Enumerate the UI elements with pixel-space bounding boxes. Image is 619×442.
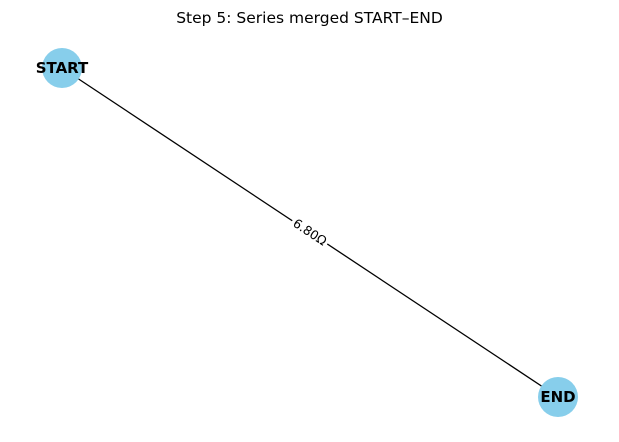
node-start: START: [36, 48, 89, 88]
node-end-circle: [538, 377, 578, 417]
node-start-label: START: [36, 59, 89, 77]
node-end: END: [538, 377, 578, 417]
diagram-title: Step 5: Series merged START–END: [176, 9, 443, 27]
node-end-label: END: [540, 388, 575, 406]
edge-label-background: [287, 212, 333, 252]
node-start-circle: [42, 48, 82, 88]
